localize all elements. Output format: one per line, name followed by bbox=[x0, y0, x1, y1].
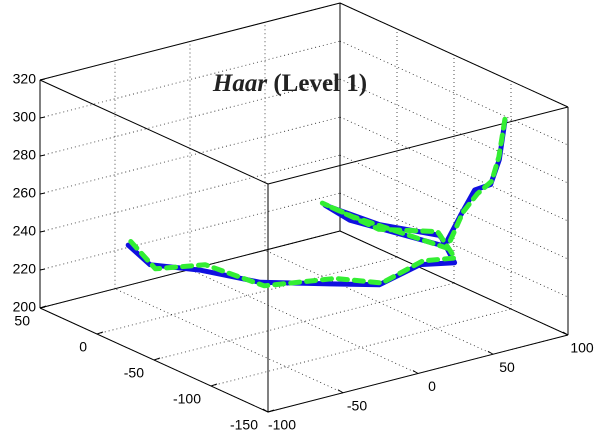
grid-line bbox=[339, 40, 569, 146]
x-tick-label: 0 bbox=[428, 378, 436, 394]
z-tick-label: 240 bbox=[13, 223, 37, 239]
z-tick-label: 300 bbox=[13, 109, 37, 125]
tick-mark bbox=[153, 357, 161, 361]
grid-line bbox=[339, 116, 569, 222]
y-tick-label: 0 bbox=[79, 339, 87, 355]
title-text: (Level 1) bbox=[273, 70, 367, 97]
tick-mark bbox=[210, 383, 218, 387]
grid-line bbox=[339, 192, 569, 298]
title-italic: Haar bbox=[212, 70, 267, 97]
tick-mark bbox=[337, 389, 344, 394]
tick-mark bbox=[39, 154, 46, 157]
box-edge bbox=[339, 230, 569, 336]
tick-mark bbox=[39, 268, 46, 271]
z-tick-label: 260 bbox=[13, 185, 37, 201]
grid-line bbox=[153, 282, 455, 361]
z-tick-label: 280 bbox=[13, 147, 37, 163]
grid-line bbox=[114, 288, 344, 394]
chart-title: Haar (Level 1) bbox=[212, 70, 367, 97]
z-tick-label: 320 bbox=[13, 71, 37, 87]
z-tick-label: 220 bbox=[13, 261, 37, 277]
box-edge bbox=[339, 2, 569, 108]
y-tick-label: -150 bbox=[230, 417, 258, 433]
tick-mark bbox=[262, 408, 269, 413]
y-tick-label: -100 bbox=[173, 391, 201, 407]
grid-line bbox=[210, 308, 512, 387]
x-tick-label: -100 bbox=[268, 417, 296, 433]
tick-mark bbox=[96, 331, 104, 335]
tick-mark bbox=[562, 331, 569, 336]
x-tick-label: 50 bbox=[499, 359, 515, 375]
z-tick-label: 200 bbox=[13, 299, 37, 315]
x-tick-label: -50 bbox=[347, 397, 367, 413]
box-edge bbox=[39, 2, 341, 81]
grid-line bbox=[339, 154, 569, 260]
grid-line bbox=[189, 269, 419, 374]
tick-mark bbox=[39, 230, 46, 233]
tick-mark bbox=[267, 409, 275, 413]
grid-line bbox=[339, 78, 569, 184]
grid-line bbox=[264, 249, 494, 355]
trajectory bbox=[128, 116, 508, 289]
tick-mark bbox=[39, 116, 46, 119]
tick-mark bbox=[487, 350, 494, 355]
y-tick-label: -50 bbox=[124, 365, 144, 381]
box-edge bbox=[39, 79, 269, 185]
tick-mark bbox=[39, 78, 46, 81]
tick-mark bbox=[39, 192, 46, 195]
y-tick-label: 50 bbox=[14, 313, 30, 329]
tick-mark bbox=[39, 305, 47, 309]
x-tick-label: 100 bbox=[570, 340, 594, 356]
box-edge bbox=[267, 106, 569, 185]
grid-line bbox=[96, 256, 398, 335]
tick-mark bbox=[412, 370, 419, 374]
